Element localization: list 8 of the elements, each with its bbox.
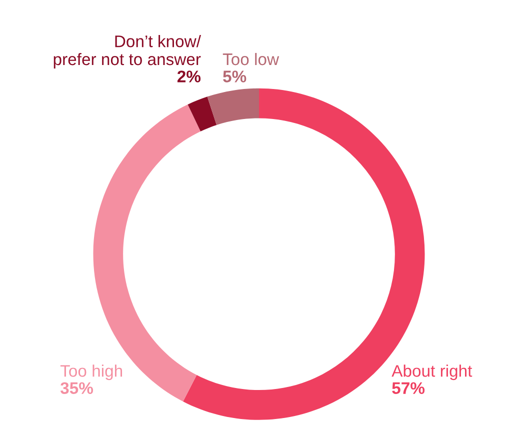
- slice-label: Too low: [222, 52, 280, 66]
- data-label: 2%: [177, 70, 201, 82]
- data-label: 57%: [392, 382, 425, 394]
- data-label: 5%: [223, 70, 246, 82]
- slice-label: Don’t know/ prefer not to answer: [54, 35, 201, 68]
- slice-label: About right: [392, 364, 472, 380]
- data-label: 35%: [60, 382, 94, 394]
- slice-label: Too high: [60, 364, 122, 380]
